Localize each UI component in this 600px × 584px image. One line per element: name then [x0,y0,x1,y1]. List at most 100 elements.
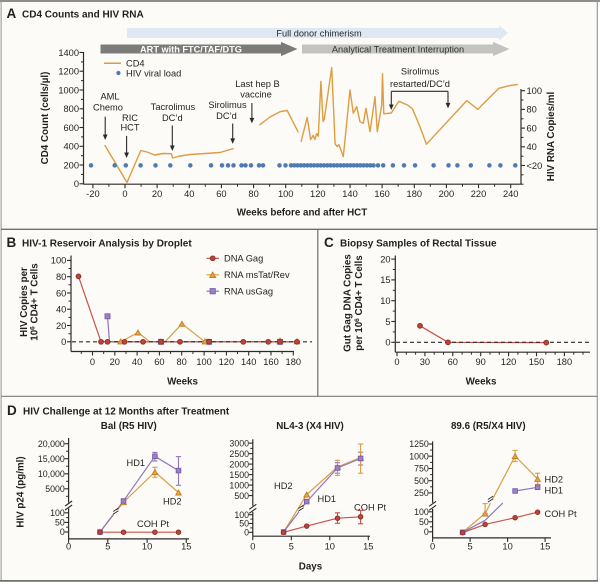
svg-text:240: 240 [503,189,519,199]
svg-text:per 106 CD4+ T Cells: per 106 CD4+ T Cells [354,255,365,351]
svg-text:140: 140 [342,189,358,199]
svg-text:HCT: HCT [120,123,139,133]
svg-text:80: 80 [177,357,187,367]
svg-text:50: 50 [419,517,429,527]
svg-text:Chemo: Chemo [93,102,123,112]
svg-text:120: 120 [310,189,326,199]
svg-text:150: 150 [529,357,545,367]
svg-text:10: 10 [380,296,390,306]
svg-text:60: 60 [154,357,164,367]
svg-text:90: 90 [476,357,486,367]
svg-text:5: 5 [105,542,110,552]
svg-text:RNA msTat/Rev: RNA msTat/Rev [224,270,290,280]
svg-text:RNA usGag: RNA usGag [224,287,273,297]
svg-text:<20: <20 [527,161,543,171]
svg-text:20: 20 [152,189,162,199]
svg-text:15: 15 [363,542,373,552]
svg-text:40: 40 [527,142,537,152]
svg-text:0: 0 [122,189,127,199]
svg-text:140: 140 [241,357,257,367]
svg-text:5000: 5000 [45,484,65,494]
svg-text:0: 0 [66,542,71,552]
svg-text:Biopsy Samples of Rectal Tissu: Biopsy Samples of Rectal Tissue [340,239,497,250]
svg-text:RIC: RIC [122,113,138,123]
svg-text:40: 40 [184,189,194,199]
svg-text:COH Pt: COH Pt [137,519,169,529]
svg-text:20: 20 [380,254,390,264]
svg-text:Full donor chimerism: Full donor chimerism [276,28,362,38]
svg-text:-20: -20 [86,189,99,199]
svg-text:100: 100 [51,256,67,266]
svg-text:100: 100 [278,189,294,199]
svg-text:vaccine: vaccine [240,90,272,100]
svg-text:0: 0 [74,179,79,189]
svg-text:0: 0 [424,527,429,537]
svg-text:1500: 1500 [229,470,249,480]
svg-text:80: 80 [56,272,66,282]
svg-text:1400: 1400 [58,48,79,58]
svg-text:0: 0 [244,528,249,538]
svg-text:0: 0 [394,357,399,367]
svg-text:DC’d: DC’d [162,113,183,123]
svg-text:DNA Gag: DNA Gag [224,254,263,264]
svg-text:89.6 (R5/X4 HIV): 89.6 (R5/X4 HIV) [451,421,526,432]
svg-text:10: 10 [325,542,335,552]
svg-text:20: 20 [110,357,120,367]
svg-text:NL4-3 (X4 HIV): NL4-3 (X4 HIV) [276,421,344,432]
svg-text:20,000: 20,000 [38,439,65,449]
svg-text:Bal (R5 HIV): Bal (R5 HIV) [101,421,157,432]
svg-text:HIV Challenge at 12 Months aft: HIV Challenge at 12 Months after Treatme… [23,407,230,418]
svg-text:3000: 3000 [229,438,249,448]
svg-text:1250: 1250 [409,439,429,449]
svg-text:15: 15 [181,542,191,552]
svg-text:800: 800 [63,104,79,114]
svg-text:50: 50 [55,518,65,528]
svg-text:100: 100 [196,357,212,367]
svg-text:40: 40 [132,357,142,367]
svg-text:ART with FTC/TAF/DTG: ART with FTC/TAF/DTG [140,44,242,54]
svg-text:A: A [7,6,17,21]
svg-text:100: 100 [414,507,429,517]
svg-text:120: 120 [501,357,517,367]
svg-text:40: 40 [56,305,66,315]
svg-text:HD1: HD1 [545,486,564,496]
svg-text:Sirolimus: Sirolimus [401,66,440,76]
svg-text:200: 200 [439,189,455,199]
svg-text:0: 0 [430,542,435,552]
svg-text:restarted/DC’d: restarted/DC’d [390,79,450,89]
svg-text:0: 0 [60,527,65,537]
svg-text:180: 180 [557,357,573,367]
svg-text:100: 100 [527,86,543,96]
svg-text:20: 20 [56,321,66,331]
svg-text:750: 750 [414,464,429,474]
svg-text:80: 80 [527,105,537,115]
svg-text:0: 0 [385,338,390,348]
svg-text:5: 5 [289,542,294,552]
svg-text:2000: 2000 [229,459,249,469]
svg-text:1000: 1000 [229,480,249,490]
svg-text:600: 600 [63,123,79,133]
svg-text:30: 30 [420,357,430,367]
svg-text:60: 60 [448,357,458,367]
svg-text:HIV RNA Copies/ml: HIV RNA Copies/ml [546,92,557,182]
svg-text:HD2: HD2 [274,481,293,491]
svg-text:15,000: 15,000 [38,454,65,464]
svg-text:Weeks: Weeks [167,377,198,388]
svg-text:HIV Copies per: HIV Copies per [19,267,30,337]
svg-text:120: 120 [219,357,235,367]
svg-text:COH Pt: COH Pt [354,502,386,512]
svg-text:250: 250 [414,488,429,498]
svg-text:15: 15 [380,275,390,285]
svg-text:AML: AML [100,92,119,102]
svg-text:0: 0 [250,542,255,552]
svg-text:220: 220 [471,189,487,199]
svg-text:500: 500 [234,491,249,501]
svg-text:HD1: HD1 [318,494,337,504]
svg-text:100: 100 [50,508,65,518]
svg-text:5: 5 [385,317,390,327]
svg-text:400: 400 [63,142,79,152]
svg-text:CD4 Count (cells/µl): CD4 Count (cells/µl) [40,72,51,165]
svg-text:Gut Gag DNA Copies: Gut Gag DNA Copies [343,254,354,352]
svg-text:HD1: HD1 [127,458,146,468]
svg-text:Weeks: Weeks [466,377,497,388]
